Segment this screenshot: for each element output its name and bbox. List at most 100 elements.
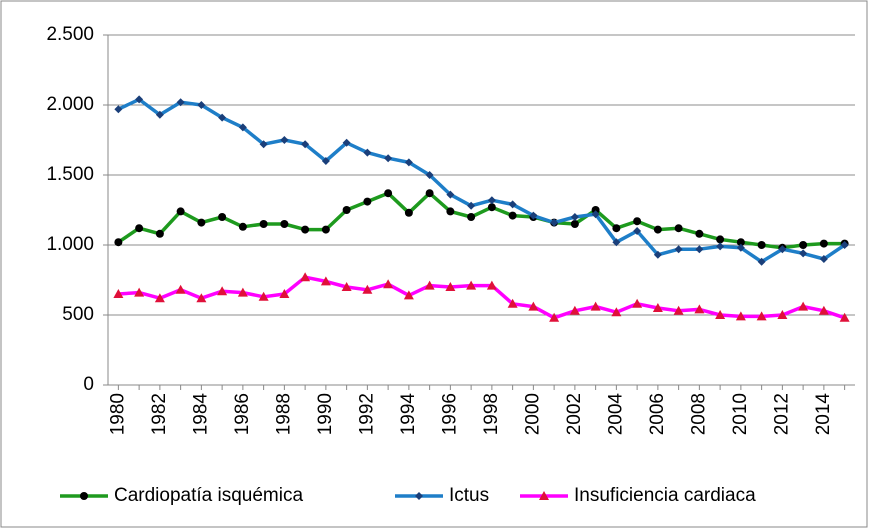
marker	[425, 189, 434, 198]
marker	[633, 227, 642, 235]
marker	[383, 279, 394, 289]
marker	[735, 311, 746, 321]
marker	[176, 98, 185, 107]
marker	[673, 305, 684, 315]
marker	[777, 310, 788, 319]
marker	[403, 290, 414, 300]
marker	[550, 218, 559, 227]
y-tick-label: 1.000	[46, 234, 94, 255]
marker	[508, 200, 517, 209]
marker	[840, 241, 849, 249]
marker	[258, 291, 269, 301]
marker	[799, 241, 808, 249]
marker	[819, 255, 828, 263]
marker	[218, 113, 227, 122]
marker	[341, 282, 352, 291]
x-tick-label: 2012	[771, 393, 792, 435]
marker	[612, 238, 621, 247]
legend-marker	[415, 492, 423, 500]
marker	[757, 241, 766, 249]
marker	[674, 245, 683, 254]
marker	[320, 276, 331, 286]
marker	[529, 211, 538, 220]
marker	[404, 208, 413, 217]
marker	[570, 213, 579, 221]
marker	[736, 243, 745, 252]
marker	[134, 287, 145, 297]
x-tick-label: 2010	[730, 393, 751, 435]
legend-label: Insuficiencia cardiaca	[574, 485, 756, 506]
marker	[674, 224, 683, 233]
marker	[218, 213, 227, 221]
marker	[716, 235, 725, 244]
marker	[197, 218, 206, 227]
marker	[611, 307, 622, 317]
marker	[778, 245, 787, 254]
marker	[113, 289, 124, 298]
marker	[549, 312, 560, 322]
y-tick-label: 2.000	[46, 94, 94, 115]
y-tick-label: 2.500	[46, 24, 94, 45]
marker	[301, 225, 310, 234]
x-tick-label: 2000	[522, 393, 543, 435]
marker	[321, 157, 330, 165]
marker	[384, 154, 393, 163]
x-tick-label: 1982	[149, 393, 170, 435]
legend-label: Ictus	[449, 485, 489, 506]
marker	[467, 213, 476, 221]
y-tick-label: 500	[62, 304, 94, 325]
x-tick-label: 1992	[356, 393, 377, 435]
marker	[321, 225, 330, 234]
marker	[466, 280, 477, 290]
x-tick-label: 1980	[107, 393, 128, 435]
marker	[819, 239, 828, 248]
marker	[135, 224, 144, 233]
x-tick-label: 2008	[688, 393, 709, 435]
marker	[154, 293, 165, 303]
marker	[486, 280, 497, 290]
marker	[652, 303, 663, 312]
marker	[507, 298, 518, 308]
marker	[799, 249, 808, 258]
marker	[217, 286, 228, 296]
marker	[818, 305, 829, 315]
marker	[176, 207, 185, 216]
x-tick-label: 1994	[398, 393, 419, 436]
marker	[175, 284, 186, 294]
marker	[342, 206, 351, 214]
x-tick-label: 2002	[564, 393, 585, 435]
x-tick-label: 1984	[190, 393, 211, 436]
marker	[237, 287, 248, 297]
marker	[363, 148, 372, 157]
marker	[633, 217, 642, 226]
marker	[446, 207, 455, 216]
marker	[487, 196, 496, 205]
marker	[114, 105, 123, 114]
x-tick-label: 1986	[232, 393, 253, 435]
marker	[695, 245, 704, 254]
x-tick-label: 1990	[315, 393, 336, 435]
marker	[363, 197, 372, 206]
marker	[716, 242, 725, 251]
marker	[280, 220, 289, 228]
marker	[114, 238, 123, 247]
marker	[259, 220, 268, 228]
marker	[570, 220, 579, 228]
marker	[425, 171, 434, 179]
marker	[424, 280, 435, 290]
marker	[715, 310, 726, 319]
x-tick-label: 2004	[605, 393, 626, 436]
marker	[569, 305, 580, 315]
y-tick-label: 0	[83, 374, 94, 395]
marker	[155, 229, 164, 238]
marker	[591, 206, 600, 214]
marker	[238, 123, 247, 132]
marker	[736, 238, 745, 247]
series-line	[118, 275, 846, 320]
x-tick-label: 1998	[481, 393, 502, 435]
x-tick-label: 2006	[647, 393, 668, 435]
marker	[135, 95, 144, 104]
marker	[238, 222, 247, 231]
legend-label: Cardiopatía isquémica	[114, 485, 303, 506]
marker	[653, 225, 662, 234]
